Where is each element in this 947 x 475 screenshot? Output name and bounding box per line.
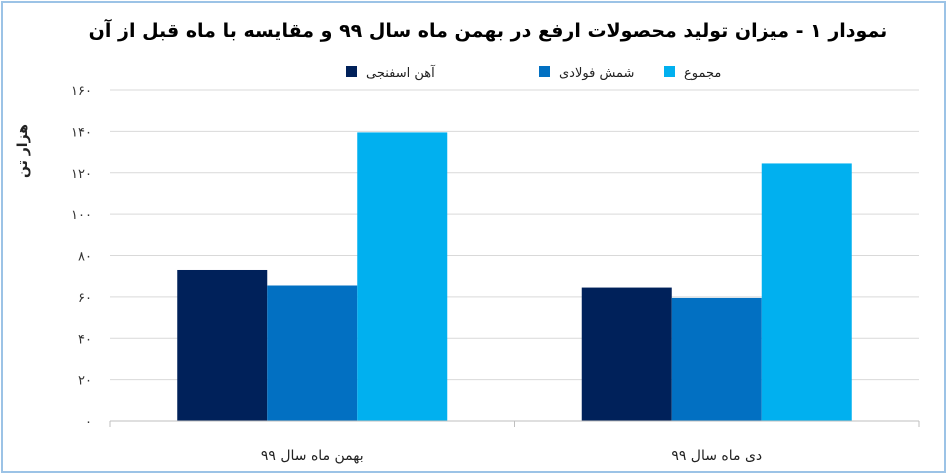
bar — [671, 297, 762, 421]
axes: ۰ ۲۰ ۴۰ ۶۰ ۸۰ ۱۰۰ ۱۲۰ ۱۴۰ ۱۶۰ بهمن ماه سال ۹۹ دی م… — [71, 84, 920, 464]
bar — [581, 287, 672, 421]
legend-swatch — [539, 66, 550, 77]
legend-label: مجموع — [684, 66, 721, 81]
bars-group — [177, 132, 852, 422]
y-tick-label: ۰ — [85, 415, 92, 430]
y-tick-label: ۲۰ — [78, 374, 92, 389]
legend-swatch — [346, 66, 357, 77]
x-category-label: دی ماه سال ۹۹ — [671, 448, 762, 464]
legend-label: شمش فولادی — [559, 66, 634, 81]
bar — [761, 163, 852, 422]
bar — [177, 269, 268, 421]
y-axis-label: هزار تن — [15, 124, 31, 178]
legend-swatch — [664, 66, 675, 77]
legend: آهن اسفنجی شمش فولادی مجموع — [346, 64, 721, 81]
y-tick-label: ۱۰۰ — [71, 208, 92, 223]
y-tick-label: ۱۶۰ — [71, 84, 92, 99]
chart-title: نمودار ۱ - میزان تولید محصولات ارفع در ب… — [89, 18, 888, 42]
y-tick-label: ۱۴۰ — [71, 125, 92, 140]
y-tick-label: ۴۰ — [78, 332, 92, 347]
legend-label: آهن اسفنجی — [366, 64, 436, 81]
bar — [267, 285, 358, 421]
x-category-label: بهمن ماه سال ۹۹ — [261, 448, 364, 464]
bar — [357, 132, 448, 422]
bar-chart: ۰ ۲۰ ۴۰ ۶۰ ۸۰ ۱۰۰ ۱۲۰ ۱۴۰ ۱۶۰ بهمن ماه سال ۹۹ دی م… — [15, 18, 920, 464]
y-tick-label: ۶۰ — [78, 291, 92, 306]
y-tick-label: ۸۰ — [78, 250, 92, 265]
y-tick-label: ۱۲۰ — [71, 167, 92, 182]
